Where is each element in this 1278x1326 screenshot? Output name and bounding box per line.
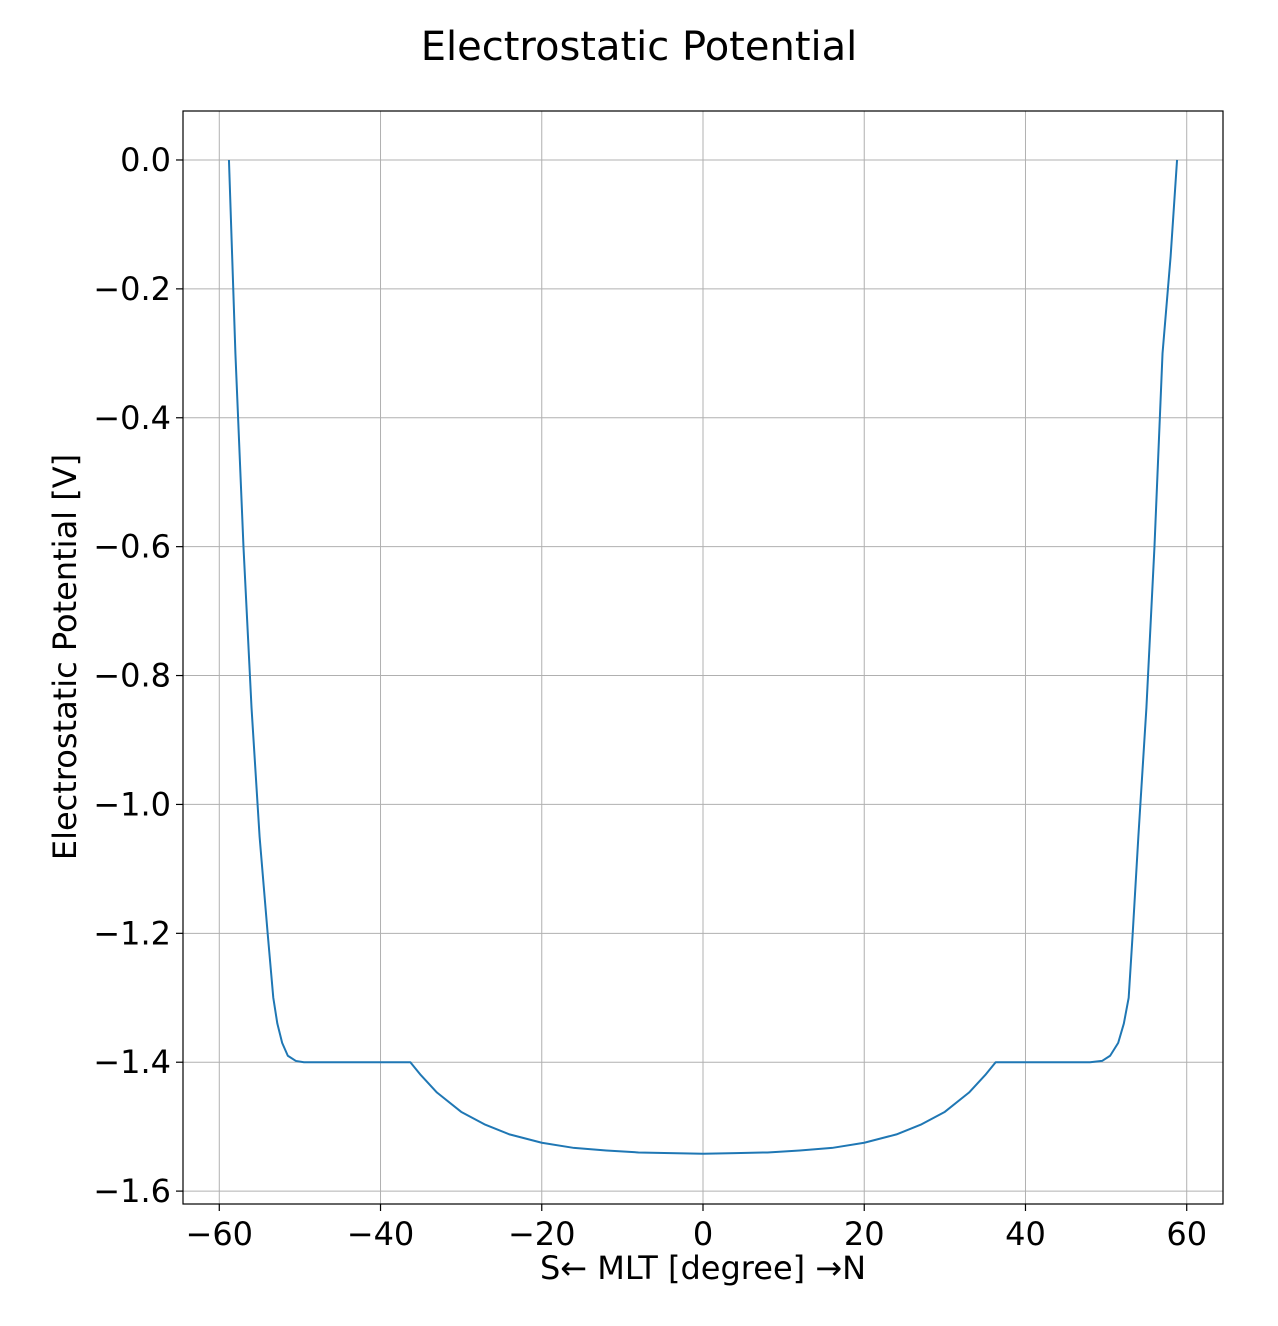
grid	[183, 111, 1223, 1204]
y-tick-label: −1.4	[93, 1043, 171, 1081]
x-tick-label: 20	[844, 1215, 885, 1253]
chart-title: Electrostatic Potential	[421, 24, 857, 70]
x-axis-label: S← MLT [degree] →N	[540, 1249, 866, 1287]
x-axis: −60 −40 −20 0 20 40 60	[186, 1204, 1207, 1253]
y-axis: 0.0 −0.2 −0.4 −0.6 −0.8 −1.0 −1.2 −1.4 −1.6	[93, 141, 183, 1210]
y-tick-label: 0.0	[120, 141, 171, 179]
y-tick-label: −1.2	[93, 914, 171, 952]
series-layer	[227, 159, 1179, 1155]
series-line	[227, 159, 1179, 1155]
x-tick-label: −20	[508, 1215, 576, 1253]
x-tick-label: −60	[186, 1215, 254, 1253]
y-tick-label: −1.6	[93, 1172, 171, 1210]
x-tick-label: 40	[1005, 1215, 1046, 1253]
y-tick-label: −0.8	[93, 657, 171, 695]
x-tick-label: 60	[1166, 1215, 1207, 1253]
x-tick-label: −40	[347, 1215, 415, 1253]
y-tick-label: −0.4	[93, 399, 171, 437]
y-tick-label: −0.2	[93, 270, 171, 308]
y-axis-label: Electrostatic Potential [V]	[46, 454, 84, 860]
y-tick-label: −0.6	[93, 528, 171, 566]
x-tick-label: 0	[693, 1215, 713, 1253]
y-tick-label: −1.0	[93, 785, 171, 823]
